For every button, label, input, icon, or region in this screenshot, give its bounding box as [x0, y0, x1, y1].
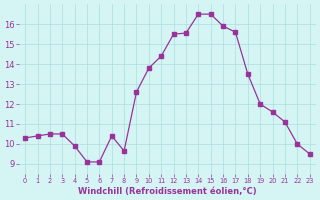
X-axis label: Windchill (Refroidissement éolien,°C): Windchill (Refroidissement éolien,°C) — [78, 187, 257, 196]
